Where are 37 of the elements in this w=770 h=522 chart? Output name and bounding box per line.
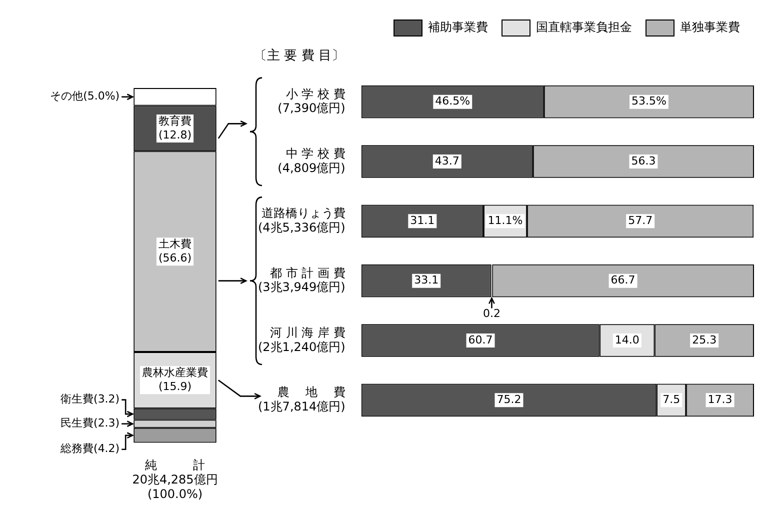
- data-label: 57.7: [628, 214, 653, 228]
- data-label: (56.6): [158, 251, 192, 264]
- data-label: (12.8): [158, 128, 192, 142]
- y-tick-label: 小 学 校 費 (7,390億円): [278, 86, 346, 116]
- text: その他(5.0%): [50, 90, 120, 103]
- legend-label: 国直轄事業負担金: [536, 20, 632, 34]
- y-tick-label: 農 地 費 (1兆7,814億円): [258, 385, 346, 414]
- x-tick-label: 純 計 20兆4,285億円 (100.0%): [132, 458, 218, 501]
- text: 衛生費(3.2): [60, 392, 120, 406]
- data-label: 43.7: [434, 154, 460, 168]
- data-label: 56.3: [631, 154, 656, 168]
- data-label: 14.0: [614, 333, 640, 346]
- text: 〔主 要 費 目〕: [254, 47, 344, 64]
- data-label: 33.1: [414, 274, 439, 287]
- data-label: 11.1%: [488, 214, 523, 228]
- data-label: 17.3: [708, 393, 732, 406]
- y-tick-label: 道路橋りょう費 (4兆5,336億円): [258, 206, 346, 234]
- data-label: 60.7: [468, 333, 493, 346]
- data-label: 66.7: [610, 274, 636, 287]
- data-label: 75.2: [496, 393, 522, 406]
- data-label: 7.5: [662, 393, 680, 406]
- legend-label: 単独事業費: [680, 20, 740, 34]
- series-label: 教育費: [158, 114, 192, 128]
- series-label: 農林水産業費: [142, 366, 208, 380]
- data-label: 31.1: [410, 214, 435, 228]
- data-label: 53.5%: [631, 94, 666, 108]
- data-label: 25.3: [692, 333, 717, 346]
- y-tick-label: 河 川 海 岸 費 (2兆1,240億円): [258, 325, 346, 354]
- text: 民生費(2.3): [60, 416, 120, 430]
- y-tick-label: 中 学 校 費 (4,809億円): [278, 146, 346, 175]
- series-label: 土木費: [158, 237, 192, 250]
- data-label: (15.9): [158, 380, 192, 394]
- data-label: 46.5%: [435, 94, 470, 108]
- legend-label: 補助事業費: [428, 20, 488, 34]
- y-tick-label: 都 市 計 画 費 (3兆3,949億円): [258, 266, 346, 294]
- text: 総務費(4.2): [60, 442, 120, 456]
- data-label: 0.2: [482, 307, 500, 320]
